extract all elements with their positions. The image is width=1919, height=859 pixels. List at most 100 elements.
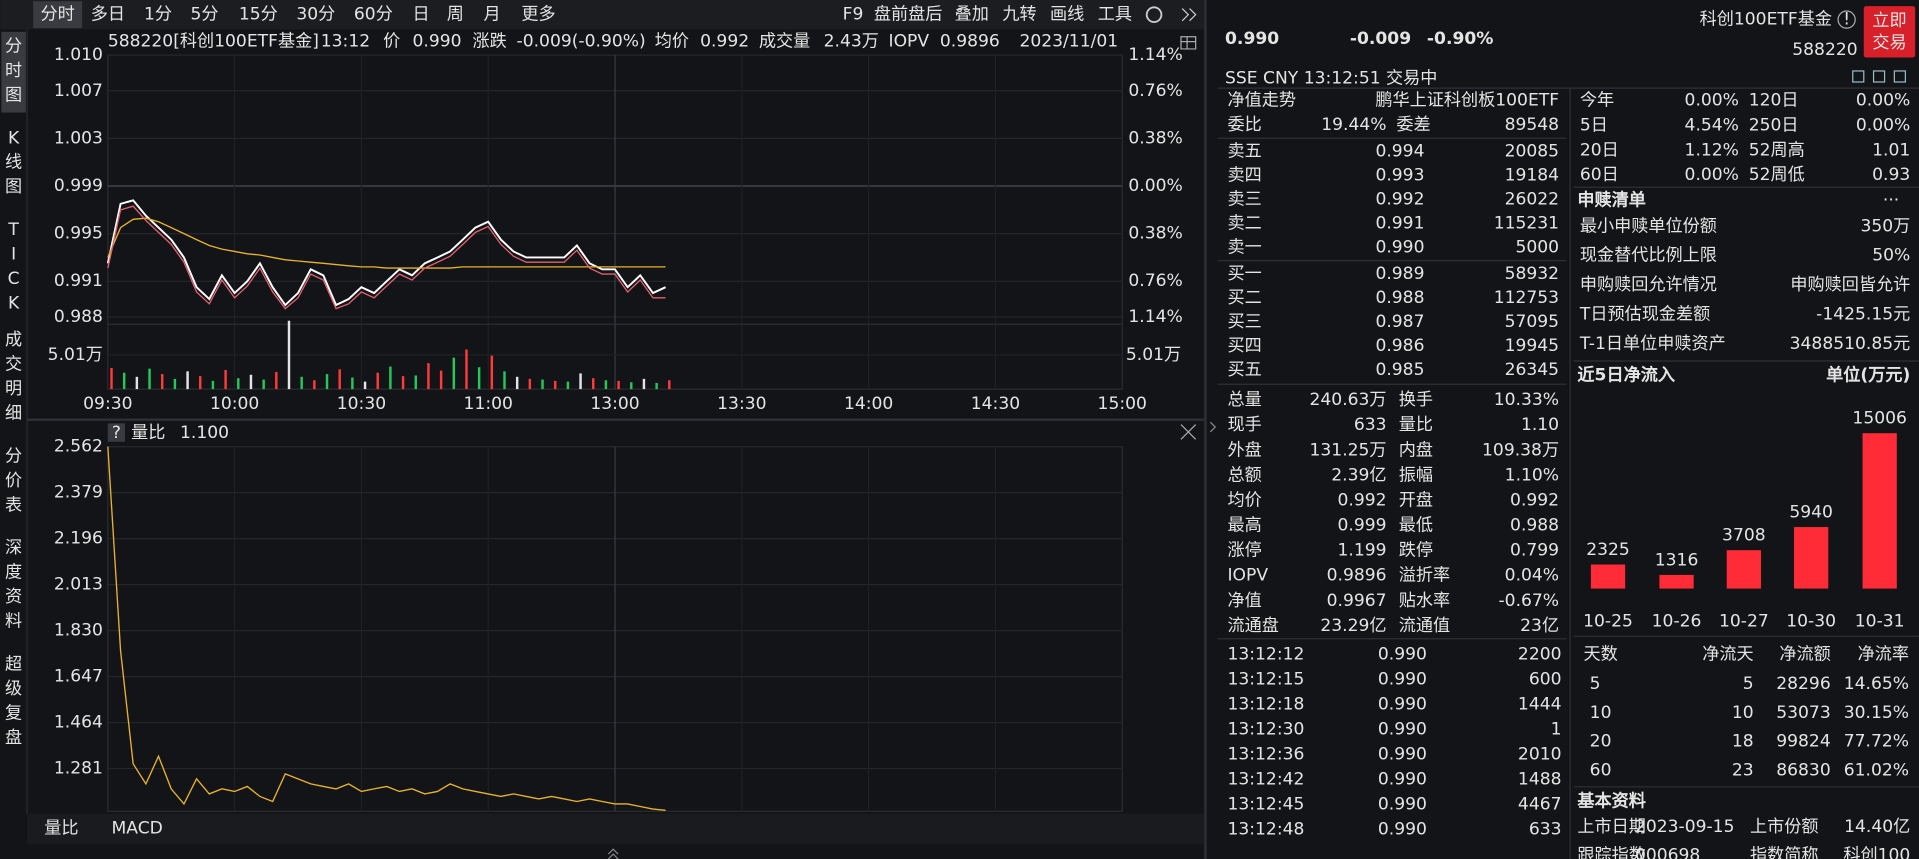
side-tab[interactable]: 成交明细: [5, 330, 22, 423]
tab[interactable]: 月: [484, 5, 501, 25]
help-icon[interactable]: [107, 423, 125, 442]
stat-label: 贴水率: [1399, 591, 1450, 611]
y-tick-label: 2.562: [54, 437, 103, 457]
ratio-label: 委比: [1227, 115, 1261, 135]
side-tab[interactable]: 深度资料: [5, 538, 22, 631]
trade-volume: 4467: [1518, 794, 1562, 814]
basic-cell: 上市日期: [1577, 817, 1646, 837]
bottom-tab[interactable]: 量比: [44, 818, 78, 838]
side-tab[interactable]: 分价表: [5, 446, 22, 515]
tool-icon[interactable]: [1872, 70, 1886, 83]
tab[interactable]: 分时: [41, 5, 75, 25]
bottom-tab[interactable]: MACD: [112, 818, 163, 838]
item-value: 350万: [1860, 216, 1910, 236]
stat-value: 23亿: [1520, 616, 1559, 636]
info-icon[interactable]: [1837, 10, 1856, 29]
tab[interactable]: 周: [447, 5, 464, 25]
trade-volume: 2200: [1518, 645, 1562, 665]
tool[interactable]: 盘前盘后: [874, 5, 943, 25]
side-tab[interactable]: 分时图: [5, 36, 22, 105]
header-item: 2023/11/01: [1019, 32, 1118, 52]
tab[interactable]: 多日: [91, 5, 125, 25]
collapse-icon[interactable]: [1181, 8, 1197, 22]
unit: 单位(万元): [1826, 365, 1910, 386]
table-cell: 10: [1732, 703, 1754, 723]
table-cell: 60: [1590, 760, 1612, 780]
stat-label: 净值: [1227, 591, 1261, 611]
tab[interactable]: 30分: [296, 5, 335, 25]
book-price: 0.994: [1375, 142, 1424, 162]
trade-button[interactable]: [1863, 6, 1916, 58]
volume-bar: [237, 378, 240, 390]
volume-bar: [224, 369, 227, 390]
stat-label: 跌停: [1399, 541, 1433, 561]
trade-price: 0.990: [1378, 769, 1427, 789]
return-label: 5日: [1580, 115, 1608, 135]
side-tab[interactable]: K 线图: [5, 128, 22, 197]
volume-bar: [528, 378, 532, 390]
gear-icon[interactable]: [1145, 6, 1163, 23]
tool[interactable]: 叠加: [955, 5, 989, 25]
stat-value: -0.67%: [1498, 591, 1559, 611]
tab[interactable]: 更多: [521, 5, 555, 25]
trade-time: 13:12:42: [1227, 769, 1304, 789]
table-cell: 77.72%: [1844, 732, 1909, 752]
y-tick-label: 2.196: [54, 529, 103, 549]
stat-label: 振幅: [1399, 465, 1433, 485]
stat-label: 最低: [1399, 516, 1433, 536]
status: SSE CNY 13:12:51 交易中: [1225, 68, 1437, 88]
tool-icon[interactable]: [1852, 70, 1865, 83]
table-cell: 10: [1590, 703, 1612, 723]
volume-bar: [592, 378, 595, 390]
y-tick-label: 0.995: [54, 224, 103, 244]
volume-bar: [376, 372, 379, 390]
layout-icon[interactable]: [1180, 36, 1197, 50]
volume-bar: [617, 380, 620, 390]
item-label: 申购赎回允许情况: [1580, 275, 1717, 295]
scroll-icon[interactable]: [607, 848, 619, 859]
tab[interactable]: 15分: [239, 5, 278, 25]
active-side: [1, 31, 26, 113]
trade-time: 13:12:36: [1227, 745, 1304, 765]
stat-label: 开盘: [1399, 490, 1433, 510]
volume-bar: [363, 381, 367, 390]
bar: [1659, 574, 1694, 589]
pct-tick-label: 0.00%: [1128, 176, 1182, 196]
close-icon[interactable]: [1180, 424, 1197, 440]
fund-name: 科创100ETF基金: [1700, 10, 1832, 30]
tab[interactable]: 1分: [144, 5, 172, 25]
stat-value: 0.999: [1338, 516, 1387, 536]
volume-bar: [173, 378, 177, 390]
expand-icon[interactable]: [1209, 421, 1217, 433]
basic-cell: 跟踪指数: [1577, 845, 1646, 859]
more[interactable]: ···: [1883, 191, 1899, 211]
tool[interactable]: F9: [843, 5, 864, 25]
table-header: 净流天: [1702, 645, 1753, 665]
tool[interactable]: 九转: [1002, 5, 1036, 25]
tab[interactable]: 60分: [354, 5, 393, 25]
header-item: 0.990: [413, 32, 462, 52]
tab[interactable]: 5分: [190, 5, 218, 25]
tool[interactable]: 画线: [1050, 5, 1084, 25]
basic-cell: 指数简称: [1750, 845, 1819, 859]
x-tick-label: 14:30: [971, 394, 1020, 414]
volume-bar: [338, 369, 341, 390]
book-label: 买四: [1227, 336, 1261, 356]
tool[interactable]: 工具: [1098, 5, 1132, 25]
trade-button-label[interactable]: 立即交易: [1872, 11, 1906, 53]
book-volume: 112753: [1494, 288, 1559, 308]
book-price: 0.989: [1375, 264, 1424, 284]
volume-tick-label: 5.01万: [48, 345, 103, 365]
side-tab[interactable]: 超级复盘: [5, 654, 22, 747]
bar: [1794, 527, 1829, 589]
y-tick-label: 2.013: [54, 575, 103, 595]
item-value: 50%: [1872, 246, 1910, 266]
stat-label: 溢折率: [1399, 566, 1450, 586]
volume-bar: [477, 367, 481, 390]
tab[interactable]: 日: [413, 5, 430, 25]
tool-icon[interactable]: [1893, 70, 1906, 83]
book-volume: 5000: [1515, 238, 1559, 258]
item-label: 现金替代比例上限: [1580, 246, 1717, 266]
